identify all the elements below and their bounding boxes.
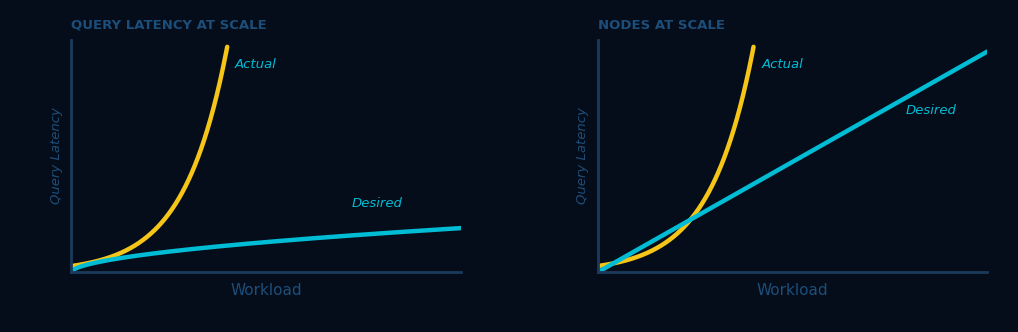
Text: Desired: Desired bbox=[352, 197, 403, 210]
Text: NODES AT SCALE: NODES AT SCALE bbox=[598, 19, 725, 32]
Text: Desired: Desired bbox=[906, 104, 957, 117]
Text: Actual: Actual bbox=[761, 58, 803, 71]
X-axis label: Workload: Workload bbox=[756, 283, 829, 298]
X-axis label: Workload: Workload bbox=[230, 283, 302, 298]
Text: QUERY LATENCY AT SCALE: QUERY LATENCY AT SCALE bbox=[71, 19, 267, 32]
Text: Actual: Actual bbox=[235, 58, 277, 71]
Y-axis label: Query Latency: Query Latency bbox=[50, 108, 63, 205]
Y-axis label: Query Latency: Query Latency bbox=[576, 108, 589, 205]
